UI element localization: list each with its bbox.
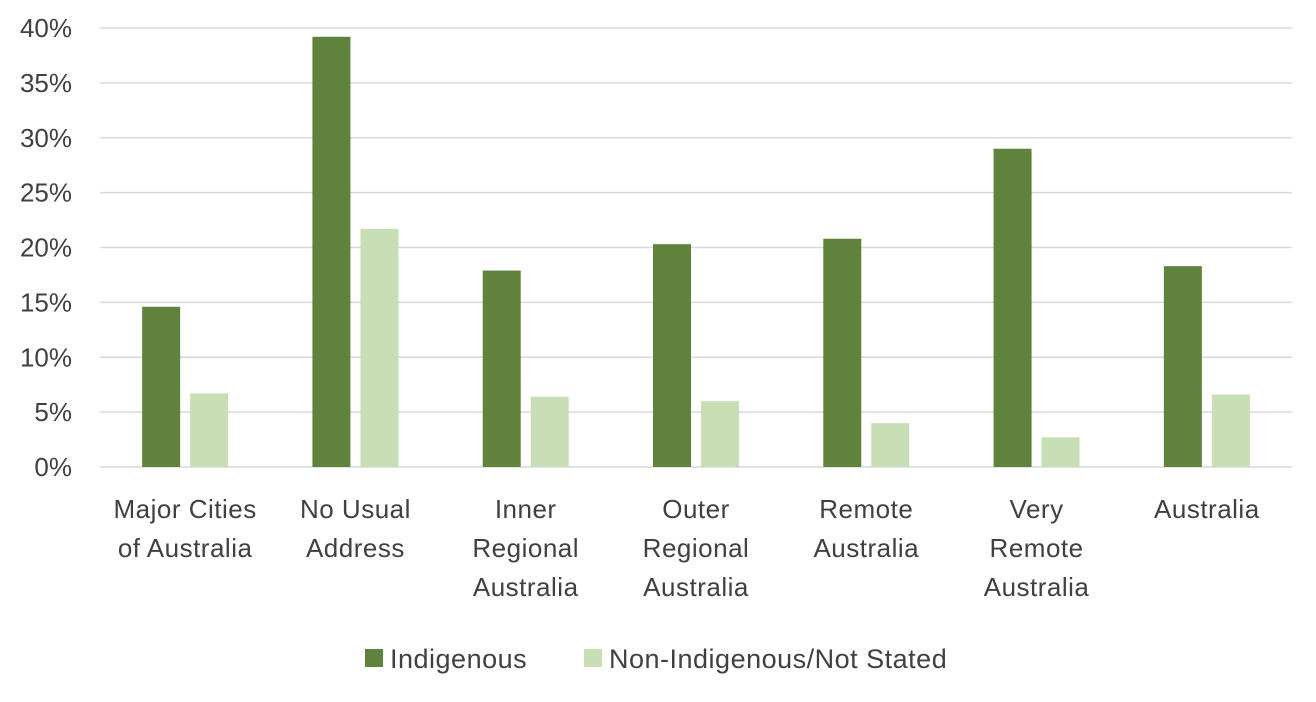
legend-label: Non-Indigenous/Not Stated: [609, 644, 947, 674]
bar-indigenous: [312, 36, 351, 467]
x-category-label-line: Major Cities: [114, 494, 257, 524]
gridlines: [100, 27, 1292, 468]
bar-indigenous: [482, 270, 521, 467]
x-category-label: Very Remote Australia: [984, 494, 1090, 602]
x-category-label-line: Remote: [990, 533, 1084, 563]
y-tick-label: 25%: [20, 178, 72, 208]
bar-non-indigenous: [190, 393, 229, 467]
bar-indigenous: [142, 306, 181, 467]
y-tick-label: 10%: [20, 342, 72, 372]
x-category-label: Australia: [1154, 494, 1260, 524]
bar-indigenous: [653, 244, 691, 467]
x-category-label: No Usual Address: [300, 494, 411, 563]
legend-swatch: [584, 649, 602, 667]
bar-non-indigenous: [701, 401, 739, 467]
bar-non-indigenous: [530, 396, 569, 467]
x-category-label-line: Australia: [643, 572, 749, 602]
x-category-label-line: No Usual: [300, 494, 411, 524]
x-category-label-line: Australia: [984, 572, 1090, 602]
y-tick-label: 5%: [34, 397, 72, 427]
x-category-label-line: Regional: [472, 533, 579, 563]
bar-non-indigenous: [871, 423, 910, 467]
bars: [142, 36, 1250, 467]
x-category-label-line: of Australia: [118, 533, 253, 563]
legend-label: Indigenous: [390, 644, 527, 674]
bar-non-indigenous: [1211, 394, 1250, 467]
y-tick-label: 40%: [20, 13, 72, 43]
bar-indigenous: [993, 148, 1032, 467]
x-category-label-line: Outer: [662, 494, 730, 524]
legend: Indigenous Non-Indigenous/Not Stated: [365, 644, 947, 674]
x-category-label-line: Remote: [819, 494, 913, 524]
y-tick-label: 30%: [20, 123, 72, 153]
x-category-label-line: Very: [1010, 494, 1064, 524]
x-category-label-line: Address: [306, 533, 405, 563]
x-category-label: Inner Regional Australia: [472, 494, 579, 602]
y-axis-ticks: 0% 5% 10% 15% 20% 25% 30% 35% 40%: [20, 13, 72, 482]
x-category-label-line: Regional: [643, 533, 750, 563]
bar-indigenous: [823, 238, 862, 467]
bar-non-indigenous: [360, 228, 399, 467]
y-tick-label: 0%: [34, 452, 72, 482]
x-category-label: Outer Regional Australia: [643, 494, 750, 602]
y-tick-label: 15%: [20, 287, 72, 317]
bar-non-indigenous: [1041, 437, 1080, 467]
bar-indigenous: [1163, 266, 1202, 467]
x-category-label-line: Inner: [495, 494, 557, 524]
x-axis-category-labels: Major Cities of Australia No Usual Address I…: [114, 494, 1260, 602]
x-category-label: Major Cities of Australia: [114, 494, 257, 563]
legend-swatch: [365, 649, 383, 667]
y-tick-label: 35%: [20, 68, 72, 98]
y-tick-label: 20%: [20, 233, 72, 263]
x-category-label: Remote Australia: [813, 494, 919, 563]
x-category-label-line: Australia: [473, 572, 579, 602]
x-category-label-line: Australia: [1154, 494, 1260, 524]
x-category-label-line: Australia: [813, 533, 919, 563]
